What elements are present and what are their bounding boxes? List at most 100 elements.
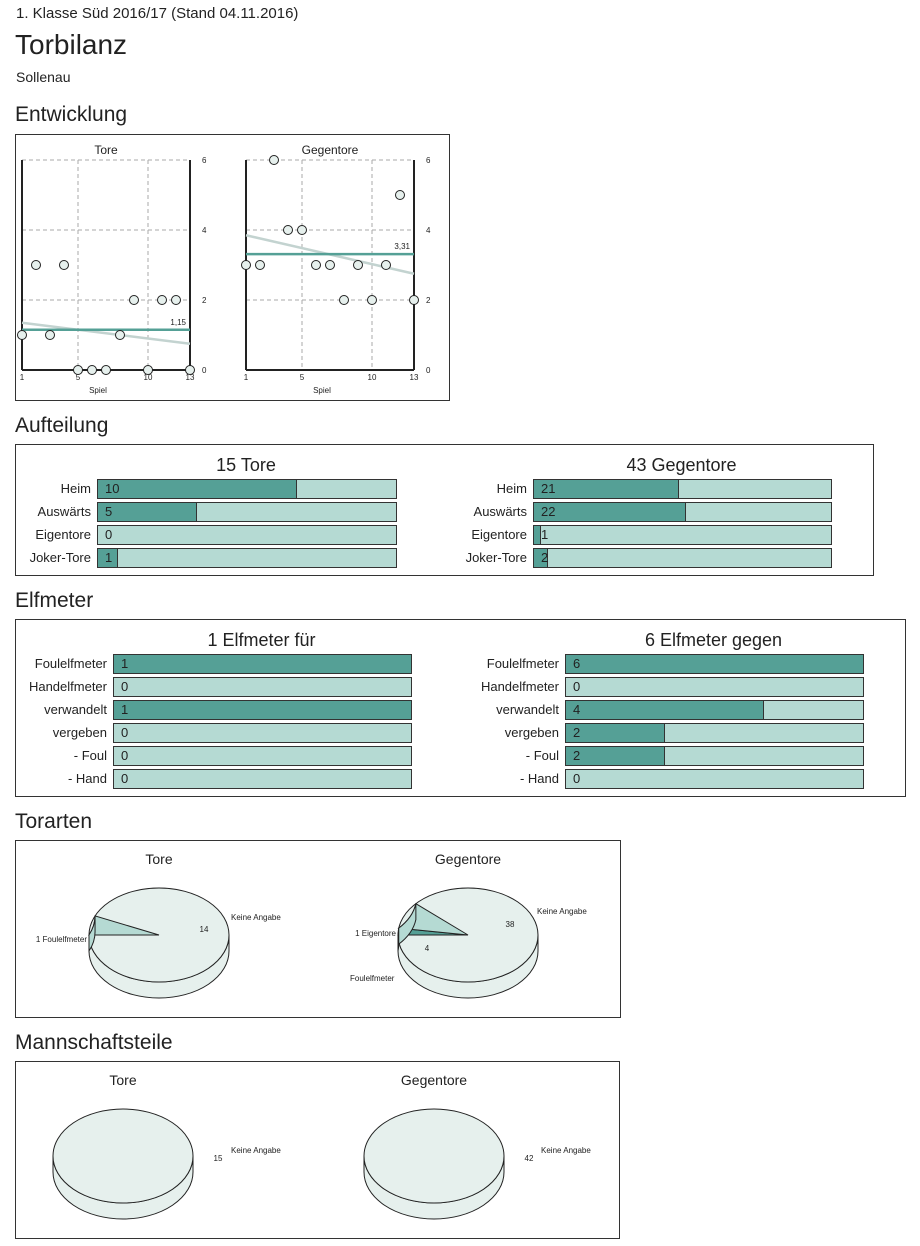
bar-value: 0 (105, 527, 113, 542)
bar-row: - Hand 0 (16, 769, 414, 789)
aufteilung-panel: 15 Tore Heim 10 Auswärts 5 Eigentore 0 Joker-To… (15, 444, 874, 576)
mannschaftsteile-charts: Tore Keine Angabe 15 Gegentore Keine Angabe 4… (52, 1072, 591, 1220)
tore-x-tick-label: 5 (76, 373, 81, 382)
bar-track: 10 (97, 479, 397, 499)
gegentore-data-point (381, 260, 391, 270)
gegentore-data-point (283, 225, 293, 235)
bar-fill (534, 480, 680, 498)
bar-row: vergeben 0 (16, 723, 414, 743)
bar-row: Handelfmeter 0 (468, 677, 866, 697)
gegentore-x-tick-label: 5 (300, 373, 305, 382)
torarten-gegentore-pie-slice-side (398, 903, 417, 946)
gegentore-x-tick-label: 13 (410, 373, 419, 382)
bar-value: 0 (121, 679, 129, 694)
bar-value: 10 (105, 481, 120, 496)
torarten-tore-slice-label: Keine Angabe (231, 913, 281, 922)
bar-label: verwandelt (44, 702, 107, 717)
bar-fill (566, 701, 764, 719)
mannschaftsteile-gegentore-slice-value: 42 (525, 1154, 534, 1163)
gegentore-data-point (339, 295, 349, 305)
bar-track: 22 (533, 502, 832, 522)
gegentore-data-point (311, 260, 321, 270)
bar-label: - Hand (67, 771, 107, 786)
bar-label: Auswärts (473, 504, 527, 519)
mannschaftsteile-tore-slice-value: 15 (214, 1154, 223, 1163)
torarten-gegentore-slice-label: Keine Angabe (537, 907, 587, 916)
bar-fill (534, 549, 548, 567)
bar-row: Handelfmeter 0 (16, 677, 414, 697)
gegentore-data-point (297, 225, 307, 235)
torarten-gegentore-chart-title: Gegentore (435, 851, 501, 867)
mannschaftsteile-tore-chart-title: Tore (109, 1072, 136, 1088)
bar-value: 22 (541, 504, 556, 519)
bar-label: Auswärts (37, 504, 91, 519)
bar-value: 0 (573, 771, 581, 786)
gegentore-x-axis-label: Spiel (313, 386, 331, 395)
bar-fill (98, 480, 297, 498)
bar-track: 1 (113, 654, 412, 674)
section-heading-torarten: Torarten (15, 810, 93, 833)
mannschaftsteile-gegentore-slice-label: Keine Angabe (541, 1146, 591, 1155)
tore-data-point (73, 365, 83, 375)
tore-x-tick-label: 13 (186, 373, 195, 382)
bar-fill (534, 526, 541, 544)
bar-value: 2 (541, 550, 549, 565)
tore-chart-title: Tore (94, 143, 118, 157)
tore-y-tick-label: 0 (202, 366, 207, 375)
gegentore-chart-title: Gegentore (302, 143, 359, 157)
bar-row: Foulelfmeter 1 (16, 654, 414, 674)
bar-row: Joker-Tore 2 (452, 548, 834, 568)
gegentore-data-point (255, 260, 265, 270)
torarten-tore-pie-chart: Tore Keine Angabe 14 1 Foulelfmeter (36, 851, 281, 999)
mannschaftsteile-gegentore-chart-title: Gegentore (401, 1072, 467, 1088)
bar-row: Eigentore 1 (452, 525, 834, 545)
bar-label: Heim (496, 481, 527, 496)
page-title: Torbilanz (15, 29, 128, 60)
torarten-gegentore-slice-label: 1 Eigentore (355, 929, 396, 938)
bar-track: 1 (97, 548, 397, 568)
bar-row: - Foul 2 (468, 746, 866, 766)
bar-track: 0 (113, 723, 412, 743)
gegentore-scatter-chart: Gegentore 0 2 4 6 1 5 10 13 Spiel 3,31 (241, 143, 431, 395)
bar-row: verwandelt 4 (468, 700, 866, 720)
torarten-tore-slice-value: 14 (200, 925, 209, 934)
bar-value: 0 (121, 748, 129, 763)
torarten-tore-slice-label: 1 Foulelfmeter (36, 935, 87, 944)
bar-value: 0 (573, 679, 581, 694)
tore-trend-line (21, 321, 191, 345)
bar-track: 2 (565, 746, 864, 766)
bar-track: 6 (565, 654, 864, 674)
bar-row: verwandelt 1 (16, 700, 414, 720)
bar-fill (566, 747, 665, 765)
mannschaftsteile-panel: Tore Keine Angabe 15 Gegentore Keine Angabe 4… (15, 1061, 620, 1239)
bar-value: 4 (573, 702, 581, 717)
bar-label: - Foul (525, 748, 559, 763)
bar-fill (114, 701, 411, 719)
section-heading-entwicklung: Entwicklung (15, 103, 128, 126)
team-name: Sollenau (16, 69, 71, 85)
bar-track: 0 (565, 769, 864, 789)
bar-row: vergeben 2 (468, 723, 866, 743)
tore-data-point (157, 295, 167, 305)
tore-average-label: 1,15 (170, 318, 186, 327)
bar-label: Handelfmeter (28, 679, 107, 694)
bar-fill (114, 655, 411, 673)
torarten-gegentore-slice-value: 4 (425, 944, 430, 953)
aufteilung-gegentore-title: 43 Gegentore (626, 455, 737, 475)
gegentore-data-point (269, 155, 279, 165)
bar-value: 5 (105, 504, 113, 519)
tore-scatter-chart: Tore 0 2 4 6 1 5 10 13 Spiel 1,15 (17, 143, 207, 395)
tore-data-point (185, 365, 195, 375)
bar-value: 1 (541, 527, 549, 542)
bar-label: Handelfmeter (480, 679, 559, 694)
gegentore-data-point (353, 260, 363, 270)
mannschaftsteile-tore-pie-slice-keine-angabe (52, 1108, 194, 1204)
bar-value: 0 (121, 771, 129, 786)
bar-track: 2 (533, 548, 832, 568)
bar-label: Eigentore (471, 527, 527, 542)
bar-label: vergeben (52, 725, 107, 740)
bar-value: 0 (121, 725, 129, 740)
bar-row: Heim 10 (16, 479, 399, 499)
tore-data-point (87, 365, 97, 375)
tore-data-point (45, 330, 55, 340)
